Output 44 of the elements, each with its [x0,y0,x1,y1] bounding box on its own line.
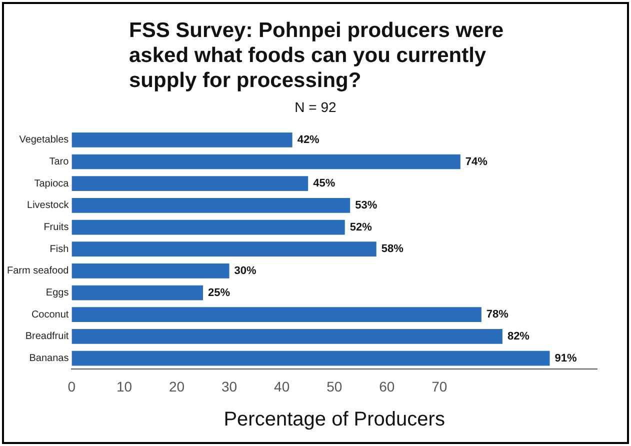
y-tick-label: Coconut [31,309,69,320]
bar [72,220,345,235]
y-tick-label: Livestock [27,200,70,212]
y-tick-label: Tapioca [34,178,70,190]
y-tick-label: Taro [49,156,70,168]
x-tick-label: 0 [68,378,76,394]
bar [72,176,308,192]
chart-subtitle: N = 92 [294,99,338,115]
x-tick-label: 20 [168,378,185,394]
x-tick-label: 60 [379,378,395,394]
data-label: 82% [507,330,530,342]
bar [72,132,292,148]
data-label: 42% [297,134,320,146]
x-tick-label: 30 [221,378,238,394]
x-tick-label: 10 [116,378,132,394]
y-tick-label: Breadfruit [25,331,69,342]
bar [72,329,502,344]
x-tick-label: 40 [274,378,290,394]
data-label: 91% [554,352,577,364]
chart-title: FSS Survey: Pohnpei producers were asked what foods can you currently supply for processing? [129,18,505,93]
bar [72,198,350,213]
y-tick-label: Eggs [46,288,69,299]
data-label: 78% [486,308,509,321]
y-tick-label: Farm seafood [6,266,69,277]
bar [72,350,550,366]
x-tick-label: 70 [432,378,448,394]
bar [72,154,460,170]
data-label: 53% [355,199,378,212]
data-label: 58% [381,243,404,256]
data-label: 25% [208,286,230,299]
x-axis-title: Percentage of Producers [224,408,445,431]
bar [72,264,230,278]
y-tick-label: Vegetables [19,134,69,146]
bar [72,242,376,257]
bar [72,307,482,322]
data-label: 30% [234,264,257,277]
x-tick-label: 50 [326,378,342,394]
y-tick-label: Fish [50,244,69,255]
y-tick-label: Bananas [29,353,69,364]
data-label: 74% [465,156,488,168]
data-label: 52% [350,221,372,234]
data-label: 45% [313,178,336,190]
bar [72,285,204,300]
y-tick-label: Fruits [44,222,69,234]
